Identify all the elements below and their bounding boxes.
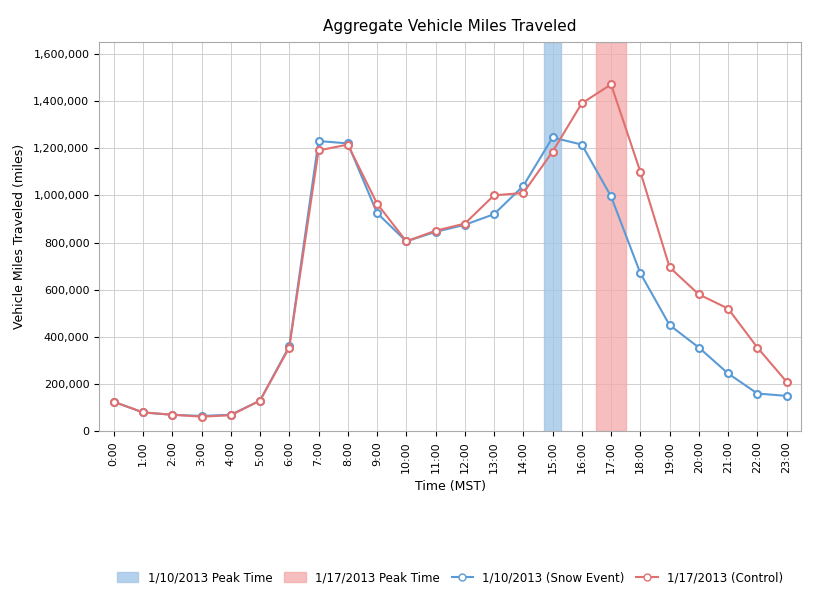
- Bar: [544, 42, 562, 431]
- 1/17/2013 (Control): [314, 147, 324, 154]
- 1/10/2013 (Snow Event): [255, 397, 265, 404]
- 1/17/2013 (Control): [401, 238, 411, 245]
- 1/10/2013 (Snow Event): [781, 392, 791, 400]
- 1/10/2013 (Snow Event): [109, 398, 119, 406]
- 1/10/2013 (Snow Event): [519, 182, 529, 189]
- 1/10/2013 (Snow Event): [197, 412, 206, 419]
- 1/17/2013 (Control): [430, 227, 440, 234]
- 1/10/2013 (Snow Event): [635, 270, 645, 277]
- Line: 1/17/2013 (Control): 1/17/2013 (Control): [111, 81, 790, 420]
- Line: 1/10/2013 (Snow Event): 1/10/2013 (Snow Event): [111, 134, 790, 419]
- 1/17/2013 (Control): [577, 99, 586, 107]
- 1/17/2013 (Control): [255, 397, 265, 404]
- 1/17/2013 (Control): [225, 412, 235, 419]
- 1/17/2013 (Control): [635, 168, 645, 176]
- 1/10/2013 (Snow Event): [284, 343, 294, 350]
- 1/10/2013 (Snow Event): [225, 411, 235, 418]
- 1/10/2013 (Snow Event): [577, 141, 586, 148]
- 1/17/2013 (Control): [372, 200, 382, 207]
- Bar: [596, 42, 626, 431]
- 1/10/2013 (Snow Event): [665, 322, 675, 329]
- 1/17/2013 (Control): [519, 189, 529, 196]
- 1/10/2013 (Snow Event): [752, 390, 762, 397]
- 1/10/2013 (Snow Event): [489, 211, 499, 218]
- 1/17/2013 (Control): [284, 344, 294, 351]
- 1/10/2013 (Snow Event): [401, 238, 411, 245]
- 1/10/2013 (Snow Event): [460, 221, 470, 228]
- 1/17/2013 (Control): [781, 378, 791, 385]
- 1/17/2013 (Control): [723, 305, 733, 312]
- 1/10/2013 (Snow Event): [372, 210, 382, 217]
- 1/10/2013 (Snow Event): [606, 193, 616, 200]
- 1/17/2013 (Control): [665, 264, 675, 271]
- 1/10/2013 (Snow Event): [548, 134, 558, 141]
- 1/10/2013 (Snow Event): [723, 370, 733, 377]
- 1/17/2013 (Control): [197, 413, 206, 420]
- 1/10/2013 (Snow Event): [694, 344, 704, 351]
- 1/10/2013 (Snow Event): [430, 228, 440, 235]
- 1/17/2013 (Control): [694, 291, 704, 298]
- 1/17/2013 (Control): [752, 344, 762, 351]
- 1/17/2013 (Control): [168, 411, 178, 418]
- Y-axis label: Vehicle Miles Traveled (miles): Vehicle Miles Traveled (miles): [13, 144, 26, 329]
- 1/17/2013 (Control): [343, 141, 353, 148]
- 1/10/2013 (Snow Event): [168, 411, 178, 418]
- 1/10/2013 (Snow Event): [314, 137, 324, 144]
- 1/17/2013 (Control): [606, 81, 616, 88]
- 1/17/2013 (Control): [489, 192, 499, 199]
- 1/10/2013 (Snow Event): [343, 140, 353, 147]
- 1/17/2013 (Control): [548, 148, 558, 155]
- 1/10/2013 (Snow Event): [138, 409, 148, 416]
- 1/17/2013 (Control): [109, 398, 119, 406]
- Title: Aggregate Vehicle Miles Traveled: Aggregate Vehicle Miles Traveled: [324, 19, 577, 34]
- 1/17/2013 (Control): [138, 409, 148, 416]
- 1/17/2013 (Control): [460, 220, 470, 227]
- Legend: 1/10/2013 Peak Time, 1/17/2013 Peak Time, 1/10/2013 (Snow Event), 1/17/2013 (Con: 1/10/2013 Peak Time, 1/17/2013 Peak Time…: [112, 567, 788, 589]
- X-axis label: Time (MST): Time (MST): [415, 480, 486, 493]
